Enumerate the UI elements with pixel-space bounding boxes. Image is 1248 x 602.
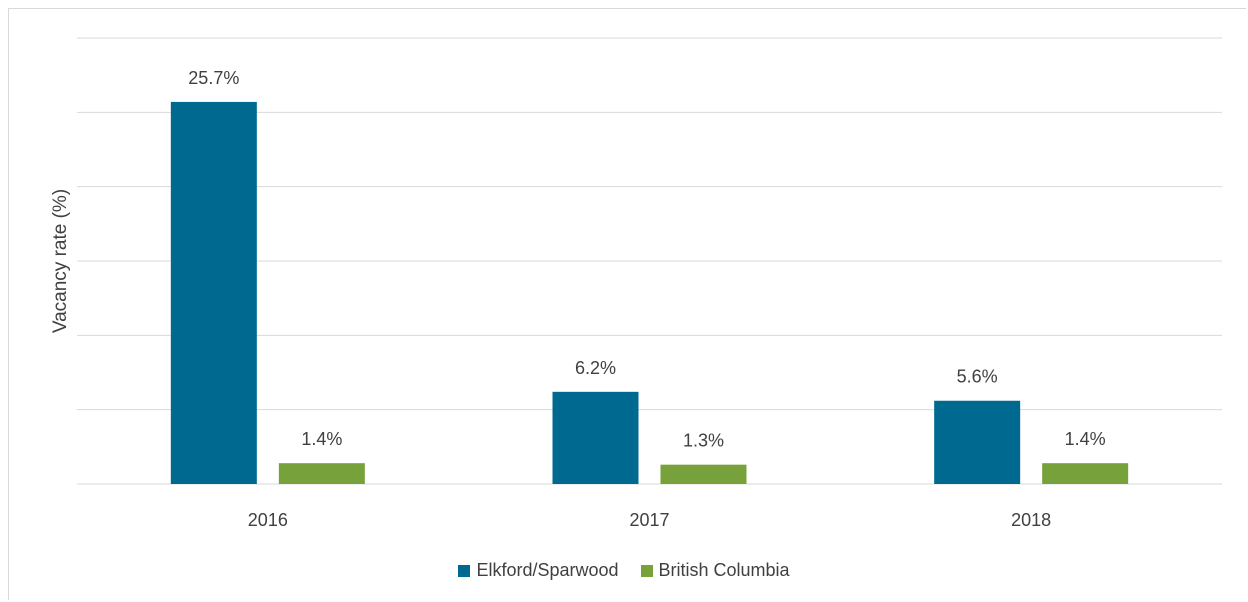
bars: 25.7% 1.4% 6.2% 1.3% 5.6% 1.4% (170, 68, 1129, 484)
legend: Elkford/Sparwood British Columbia (0, 560, 1248, 581)
bar-british-columbia-2017 (660, 464, 747, 484)
bar-british-columbia-2018 (1042, 463, 1129, 484)
legend-swatch-elkford-sparwood (458, 564, 471, 577)
x-tick-label-2017: 2017 (629, 510, 669, 530)
chart-frame (8, 8, 1246, 600)
legend-label-british-columbia: British Columbia (658, 560, 790, 580)
data-label-british-columbia-2016: 1.4% (301, 429, 342, 449)
legend-item-british-columbia: British Columbia (640, 560, 790, 581)
data-label-british-columbia-2018: 1.4% (1065, 429, 1106, 449)
data-label-elkford-sparwood-2018: 5.6% (957, 367, 998, 387)
data-label-elkford-sparwood-2017: 6.2% (575, 358, 616, 378)
legend-label-elkford-sparwood: Elkford/Sparwood (476, 560, 619, 580)
bar-british-columbia-2016 (278, 463, 365, 484)
legend-item-elkford-sparwood: Elkford/Sparwood (458, 560, 619, 581)
bar-elkford-sparwood-2017 (552, 391, 639, 484)
data-label-elkford-sparwood-2016: 25.7% (188, 68, 239, 88)
gridlines (77, 37, 1222, 485)
bar-elkford-sparwood-2018 (934, 400, 1021, 484)
legend-swatch-british-columbia (640, 564, 653, 577)
bar-elkford-sparwood-2016 (170, 101, 257, 484)
data-label-british-columbia-2017: 1.3% (683, 431, 724, 451)
x-tick-label-2016: 2016 (248, 510, 288, 530)
x-tick-label-2018: 2018 (1011, 510, 1051, 530)
x-tick-labels: 2016 2017 2018 (248, 510, 1051, 530)
y-axis-title: Vacancy rate (%) (50, 189, 71, 333)
